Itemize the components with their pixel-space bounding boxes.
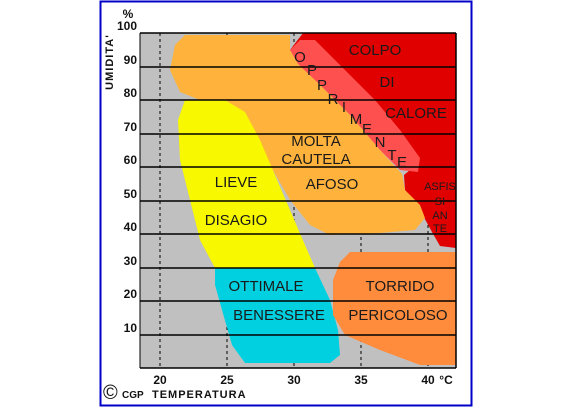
oppimente-letter: E xyxy=(362,121,372,138)
x-tick: 30 xyxy=(287,373,301,387)
y-tick: 20 xyxy=(124,287,138,301)
label-afoso: AFOSO xyxy=(306,176,359,193)
region-asfissiante xyxy=(404,165,456,248)
y-tick: 100 xyxy=(117,19,137,33)
label-molta: MOLTA xyxy=(291,133,340,150)
label-si: SI xyxy=(435,196,445,208)
y-tick: 80 xyxy=(124,86,138,100)
label-di: DI xyxy=(380,74,395,91)
oppimente-letter: M xyxy=(350,111,363,128)
label-asfis: ASFIS xyxy=(424,181,456,193)
y-tick: 90 xyxy=(124,53,138,67)
horizontal-gridlines xyxy=(140,32,456,336)
y-tick: 10 xyxy=(124,321,138,335)
oppimente-letter: T xyxy=(387,147,396,164)
x-tick: 25 xyxy=(220,373,234,387)
label-cautela: CAUTELA xyxy=(281,151,350,168)
oppimente-letter: R xyxy=(328,91,339,108)
y-axis-title: UMIDITA' xyxy=(104,34,116,90)
y-axis-unit: % xyxy=(123,7,134,21)
x-tick: 35 xyxy=(354,373,368,387)
y-tick: 60 xyxy=(124,153,138,167)
x-axis-title: TEMPERATURA xyxy=(152,389,247,401)
region-molta-cautela xyxy=(170,35,425,235)
label-oppimente: O P P R I M E N T E xyxy=(294,49,407,171)
label-ottimale: OTTIMALE xyxy=(228,278,303,295)
label-torrido: TORRIDO xyxy=(366,278,435,295)
label-te: TE xyxy=(433,223,447,235)
region-torrido-pericoloso xyxy=(333,252,456,365)
y-tick: 70 xyxy=(124,120,138,134)
region-lieve-disagio xyxy=(178,100,315,268)
oppimente-letter: I xyxy=(342,99,346,116)
oppimente-letter: E xyxy=(397,154,407,171)
label-disagio: DISAGIO xyxy=(205,212,268,229)
label-an: AN xyxy=(432,210,447,222)
label-pericoloso: PERICOLOSO xyxy=(348,307,447,324)
y-tick: 40 xyxy=(124,220,138,234)
oppimente-letter: O xyxy=(294,49,306,66)
y-tick: 50 xyxy=(124,187,138,201)
region-ottimale-benessere xyxy=(215,268,340,363)
x-axis-unit: °C xyxy=(439,373,453,387)
oppimente-letter: P xyxy=(307,62,317,79)
y-tick: 30 xyxy=(124,254,138,268)
copyright-icon: © xyxy=(103,382,118,404)
label-colpo: COLPO xyxy=(349,42,402,59)
x-tick: 20 xyxy=(153,373,167,387)
credit: CGP xyxy=(122,390,144,401)
oppimente-letter: P xyxy=(317,77,327,94)
label-calore: CALORE xyxy=(385,105,447,122)
x-tick-labels: 20 25 30 35 40 xyxy=(153,373,435,387)
x-tick: 40 xyxy=(421,373,435,387)
label-benessere: BENESSERE xyxy=(233,307,325,324)
label-lieve: LIEVE xyxy=(215,174,258,191)
y-tick-labels: 100 90 80 70 60 50 40 30 20 10 xyxy=(117,19,137,335)
region-oppimente xyxy=(290,40,420,172)
oppimente-letter: N xyxy=(375,134,386,151)
